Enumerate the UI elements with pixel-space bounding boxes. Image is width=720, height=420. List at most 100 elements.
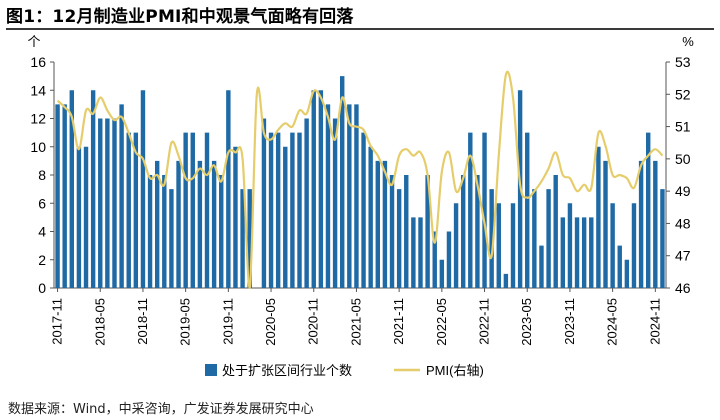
x-tick-label: 2018-05 <box>92 298 107 346</box>
bar-2018-03 <box>83 146 89 288</box>
bar-2022-05 <box>439 259 445 288</box>
bar-2019-02 <box>162 175 167 288</box>
bar-2023-07 <box>539 245 544 288</box>
bar-2021-08 <box>375 160 380 288</box>
x-tick-label: 2022-11 <box>477 298 492 345</box>
bar-2020-01 <box>240 189 245 288</box>
bar-2021-06 <box>361 132 366 288</box>
chart-legend: 处于扩张区间行业个数 PMI(右轴) <box>205 363 484 378</box>
bar-2018-04 <box>90 90 96 288</box>
figure-title: 图1：12月制造业PMI和中观景气面略有回落 <box>6 7 354 27</box>
bar-2021-10 <box>389 175 395 288</box>
title-divider <box>6 28 714 30</box>
x-tick-label: 2019-11 <box>220 298 235 345</box>
bar-2024-04 <box>603 160 608 288</box>
bar-2024-07 <box>624 259 630 288</box>
left-tick-label: 4 <box>38 224 46 240</box>
bar-2020-08 <box>290 132 295 288</box>
bar-2023-06 <box>532 189 537 288</box>
bar-2018-02 <box>76 146 82 288</box>
bar-2020-05 <box>268 132 274 288</box>
bar-2024-05 <box>610 203 615 288</box>
bar-2021-12 <box>404 175 409 288</box>
bar-2024-01 <box>581 217 587 288</box>
bar-2024-09 <box>638 160 644 288</box>
source-note: 数据来源：Wind，中采咨询，广发证券发展研究中心 <box>8 402 314 417</box>
left-axis-unit: 个 <box>27 34 40 49</box>
bar-2018-05 <box>98 118 103 288</box>
left-tick-label: 12 <box>30 111 46 127</box>
bar-2022-08 <box>460 175 466 288</box>
right-tick-label: 51 <box>675 119 691 135</box>
x-tick-label: 2023-11 <box>562 298 577 345</box>
right-tick-label: 46 <box>675 280 691 296</box>
bar-2023-05 <box>525 132 530 288</box>
left-tick-label: 14 <box>30 82 46 98</box>
right-tick-label: 53 <box>675 54 691 70</box>
bar-2022-02 <box>418 217 423 288</box>
x-tick-label: 2018-11 <box>135 298 150 345</box>
bar-2023-01 <box>496 203 501 288</box>
bar-2019-11 <box>226 90 231 288</box>
bar-2018-01 <box>69 90 74 288</box>
bar-2019-09 <box>211 160 217 288</box>
bar-2021-01 <box>325 104 331 288</box>
bar-2021-02 <box>332 118 338 288</box>
bar-2023-03 <box>510 203 516 288</box>
bar-2019-03 <box>169 189 174 288</box>
bar-2021-07 <box>368 146 373 288</box>
bar-2020-12 <box>318 90 324 288</box>
x-tick-label: 2024-05 <box>605 298 620 346</box>
left-tick-label: 8 <box>38 167 46 183</box>
bar-2018-10 <box>133 132 139 288</box>
bar-2018-11 <box>140 90 146 288</box>
bar-2023-09 <box>553 175 558 288</box>
bar-2022-12 <box>489 189 494 288</box>
line-series <box>56 70 664 290</box>
pmi-line <box>56 70 664 290</box>
left-tick-label: 6 <box>38 195 46 211</box>
right-tick-label: 47 <box>675 248 691 264</box>
bar-2021-03 <box>340 76 345 288</box>
bar-2018-09 <box>126 132 131 288</box>
bar-2022-03 <box>425 175 430 288</box>
bar-2018-12 <box>147 175 153 288</box>
left-tick-label: 2 <box>38 252 46 268</box>
x-tick-label: 2020-05 <box>263 298 278 346</box>
bar-2018-07 <box>112 118 117 288</box>
bar-2024-10 <box>646 132 651 288</box>
bar-2023-11 <box>567 203 573 288</box>
bar-2022-06 <box>446 231 452 288</box>
bar-2020-06 <box>275 132 281 288</box>
bar-2024-06 <box>617 245 622 288</box>
legend-line-label: PMI(右轴) <box>426 363 484 378</box>
bar-2019-12 <box>233 146 238 288</box>
bar-2022-04 <box>432 231 437 288</box>
bar-2018-06 <box>105 118 110 288</box>
bar-2020-09 <box>297 132 302 288</box>
bar-2023-08 <box>546 189 551 288</box>
bar-2022-10 <box>475 175 480 288</box>
bar-2024-12 <box>660 189 665 288</box>
right-tick-label: 52 <box>675 86 691 102</box>
bar-2021-04 <box>347 104 352 288</box>
bar-2024-03 <box>596 146 601 288</box>
bar-2021-11 <box>396 189 402 288</box>
left-tick-label: 16 <box>30 54 46 70</box>
bar-2019-01 <box>154 160 160 288</box>
bar-2020-02 <box>247 189 252 288</box>
x-tick-label: 2020-11 <box>306 298 321 345</box>
x-tick-label: 2017-11 <box>50 298 65 345</box>
bar-2019-07 <box>197 160 203 288</box>
bar-2019-08 <box>204 132 210 288</box>
right-tick-label: 49 <box>675 183 691 199</box>
bar-2022-01 <box>411 217 416 288</box>
legend-bar-label: 处于扩张区间行业个数 <box>222 363 352 378</box>
x-tick-label: 2019-05 <box>178 298 193 346</box>
bar-2018-08 <box>119 104 124 288</box>
right-tick-label: 48 <box>675 215 691 231</box>
legend-bar-swatch <box>205 364 217 376</box>
bar-2020-07 <box>283 146 288 288</box>
